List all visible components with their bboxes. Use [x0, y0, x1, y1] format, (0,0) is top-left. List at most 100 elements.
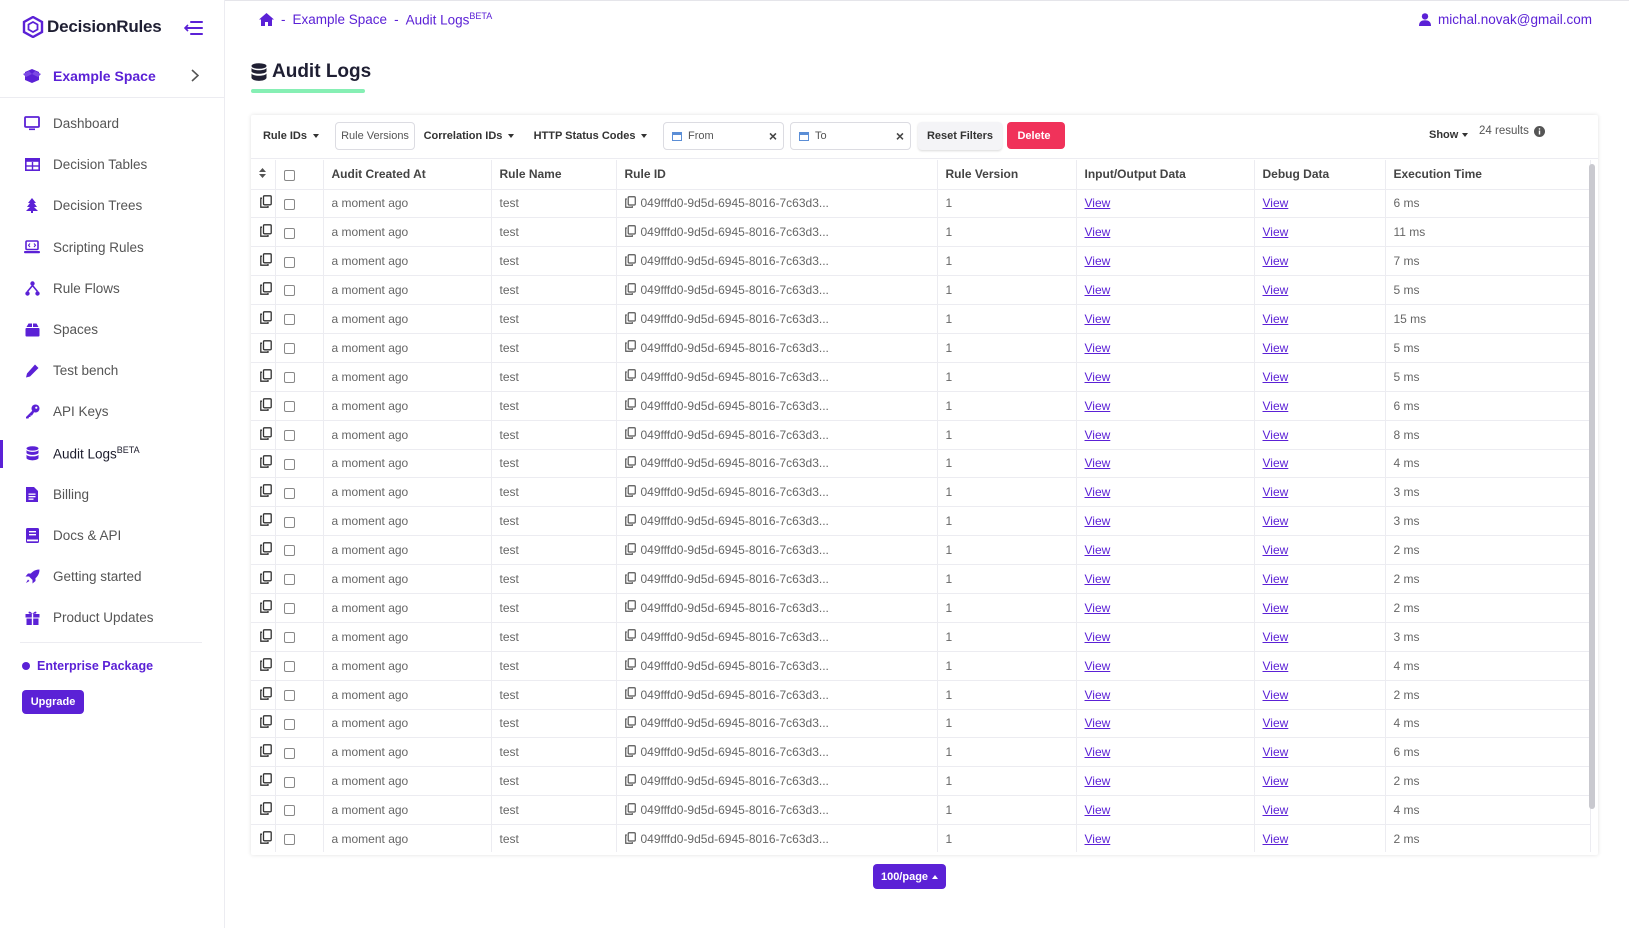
view-io-link[interactable]: View	[1084, 658, 1111, 673]
delete-button[interactable]: Delete	[1007, 122, 1065, 149]
user-menu[interactable]: michal.novak@gmail.com	[1418, 12, 1592, 27]
table-row[interactable]: a moment ago test 049fffd0-9d5d-6945-8016-…	[251, 824, 1591, 852]
view-io-link[interactable]: View	[1084, 254, 1111, 269]
row-checkbox[interactable]	[283, 458, 295, 470]
copy-icon[interactable]	[260, 368, 272, 385]
column-header[interactable]: Debug Data	[1254, 160, 1386, 190]
sidebar-item-test-bench[interactable]: Test bench	[0, 350, 225, 391]
view-io-link[interactable]: View	[1084, 543, 1111, 558]
view-io-link[interactable]: View	[1084, 312, 1111, 326]
show-columns-dropdown[interactable]: Show	[1429, 129, 1469, 141]
copy-icon[interactable]	[624, 311, 636, 327]
copy-icon[interactable]	[624, 687, 636, 702]
copy-icon[interactable]	[624, 456, 636, 471]
copy-icon[interactable]	[624, 340, 636, 355]
upgrade-button[interactable]: Upgrade	[22, 690, 84, 714]
copy-icon[interactable]	[260, 773, 272, 789]
view-debug-link[interactable]: View	[1262, 745, 1289, 760]
row-checkbox[interactable]	[283, 747, 295, 759]
copy-icon[interactable]	[260, 484, 272, 500]
view-debug-link[interactable]: View	[1262, 196, 1289, 211]
row-checkbox[interactable]	[283, 227, 295, 239]
row-checkbox[interactable]	[283, 343, 295, 355]
sidebar-item-decision-trees[interactable]: Decision Trees	[0, 185, 225, 226]
copy-icon[interactable]	[624, 629, 636, 644]
view-io-link[interactable]: View	[1084, 225, 1111, 240]
reset-filters-button[interactable]: Reset Filters	[918, 122, 1002, 150]
copy-icon[interactable]	[260, 426, 272, 443]
view-debug-link[interactable]: View	[1262, 283, 1289, 298]
collapse-menu-icon[interactable]	[183, 19, 204, 37]
copy-icon[interactable]	[260, 513, 272, 529]
copy-icon[interactable]	[260, 282, 272, 298]
copy-icon[interactable]	[624, 802, 636, 818]
view-debug-link[interactable]: View	[1262, 254, 1289, 269]
copy-icon[interactable]	[260, 715, 272, 731]
copy-icon[interactable]	[624, 398, 636, 413]
sort-icon[interactable]	[259, 168, 266, 179]
logo[interactable]: DecisionRules	[22, 16, 162, 38]
view-io-link[interactable]: View	[1084, 716, 1111, 731]
copy-icon[interactable]	[624, 225, 636, 240]
copy-icon[interactable]	[260, 600, 272, 616]
home-icon[interactable]	[259, 12, 274, 26]
breadcrumb-space-link[interactable]: Example Space	[292, 11, 388, 27]
copy-icon[interactable]	[260, 628, 272, 645]
table-row[interactable]: a moment ago test 049fffd0-9d5d-6945-8016-…	[251, 391, 1591, 421]
copy-icon[interactable]	[624, 513, 636, 529]
table-row[interactable]: a moment ago test 049fffd0-9d5d-6945-8016-…	[251, 709, 1591, 739]
sidebar-item-audit-logs[interactable]: Audit LogsBETA	[0, 433, 225, 474]
view-debug-link[interactable]: View	[1262, 456, 1289, 471]
sidebar-item-getting-started[interactable]: Getting started	[0, 556, 225, 597]
to-date-input[interactable]: To ×	[790, 122, 911, 150]
table-scrollbar[interactable]	[1589, 164, 1595, 809]
view-debug-link[interactable]: View	[1262, 774, 1289, 789]
table-row[interactable]: a moment ago test 049fffd0-9d5d-6945-8016-…	[251, 477, 1591, 508]
view-debug-link[interactable]: View	[1262, 543, 1289, 558]
copy-icon[interactable]	[624, 773, 636, 789]
table-row[interactable]: a moment ago test 049fffd0-9d5d-6945-8016-…	[251, 246, 1591, 277]
table-row[interactable]: a moment ago test 049fffd0-9d5d-6945-8016-…	[251, 304, 1591, 334]
view-io-link[interactable]: View	[1084, 514, 1111, 529]
copy-icon[interactable]	[260, 253, 272, 269]
row-checkbox[interactable]	[283, 689, 295, 701]
sidebar-item-dashboard[interactable]: Dashboard	[0, 103, 225, 144]
table-row[interactable]: a moment ago test 049fffd0-9d5d-6945-8016-…	[251, 333, 1591, 363]
copy-icon[interactable]	[260, 657, 272, 674]
row-checkbox[interactable]	[283, 603, 295, 615]
copy-icon[interactable]	[624, 542, 636, 558]
table-row[interactable]: a moment ago test 049fffd0-9d5d-6945-8016-…	[251, 217, 1591, 248]
column-header[interactable]: Execution Time	[1385, 160, 1591, 190]
view-io-link[interactable]: View	[1084, 629, 1111, 644]
sidebar-item-decision-tables[interactable]: Decision Tables	[0, 144, 225, 185]
table-row[interactable]: a moment ago test 049fffd0-9d5d-6945-8016-…	[251, 737, 1591, 768]
row-checkbox[interactable]	[283, 372, 295, 384]
copy-icon[interactable]	[624, 600, 636, 615]
view-debug-link[interactable]: View	[1262, 514, 1289, 529]
copy-icon[interactable]	[624, 658, 636, 673]
sort-header[interactable]	[251, 160, 276, 190]
clear-to-icon[interactable]: ×	[895, 128, 904, 144]
copy-icon[interactable]	[260, 340, 272, 356]
sidebar-item-spaces[interactable]: Spaces	[0, 309, 225, 350]
view-io-link[interactable]: View	[1084, 803, 1111, 818]
row-checkbox[interactable]	[283, 487, 295, 499]
view-io-link[interactable]: View	[1084, 369, 1111, 384]
copy-icon[interactable]	[624, 745, 636, 760]
page-size-dropdown[interactable]: 100/page	[873, 864, 946, 889]
copy-icon[interactable]	[260, 686, 272, 703]
view-io-link[interactable]: View	[1084, 600, 1111, 615]
clear-from-icon[interactable]: ×	[768, 128, 777, 144]
sidebar-item-billing[interactable]: Billing	[0, 474, 225, 515]
view-io-link[interactable]: View	[1084, 456, 1111, 471]
copy-icon[interactable]	[260, 397, 272, 414]
table-row[interactable]: a moment ago test 049fffd0-9d5d-6945-8016-…	[251, 275, 1591, 306]
table-row[interactable]: a moment ago test 049fffd0-9d5d-6945-8016-…	[251, 766, 1591, 797]
info-icon[interactable]	[1533, 125, 1545, 137]
table-row[interactable]: a moment ago test 049fffd0-9d5d-6945-8016-…	[251, 362, 1591, 392]
view-debug-link[interactable]: View	[1262, 312, 1289, 326]
row-checkbox[interactable]	[283, 545, 295, 557]
view-debug-link[interactable]: View	[1262, 369, 1289, 384]
http-status-filter[interactable]: HTTP Status Codes	[528, 122, 653, 150]
row-checkbox[interactable]	[283, 314, 295, 326]
